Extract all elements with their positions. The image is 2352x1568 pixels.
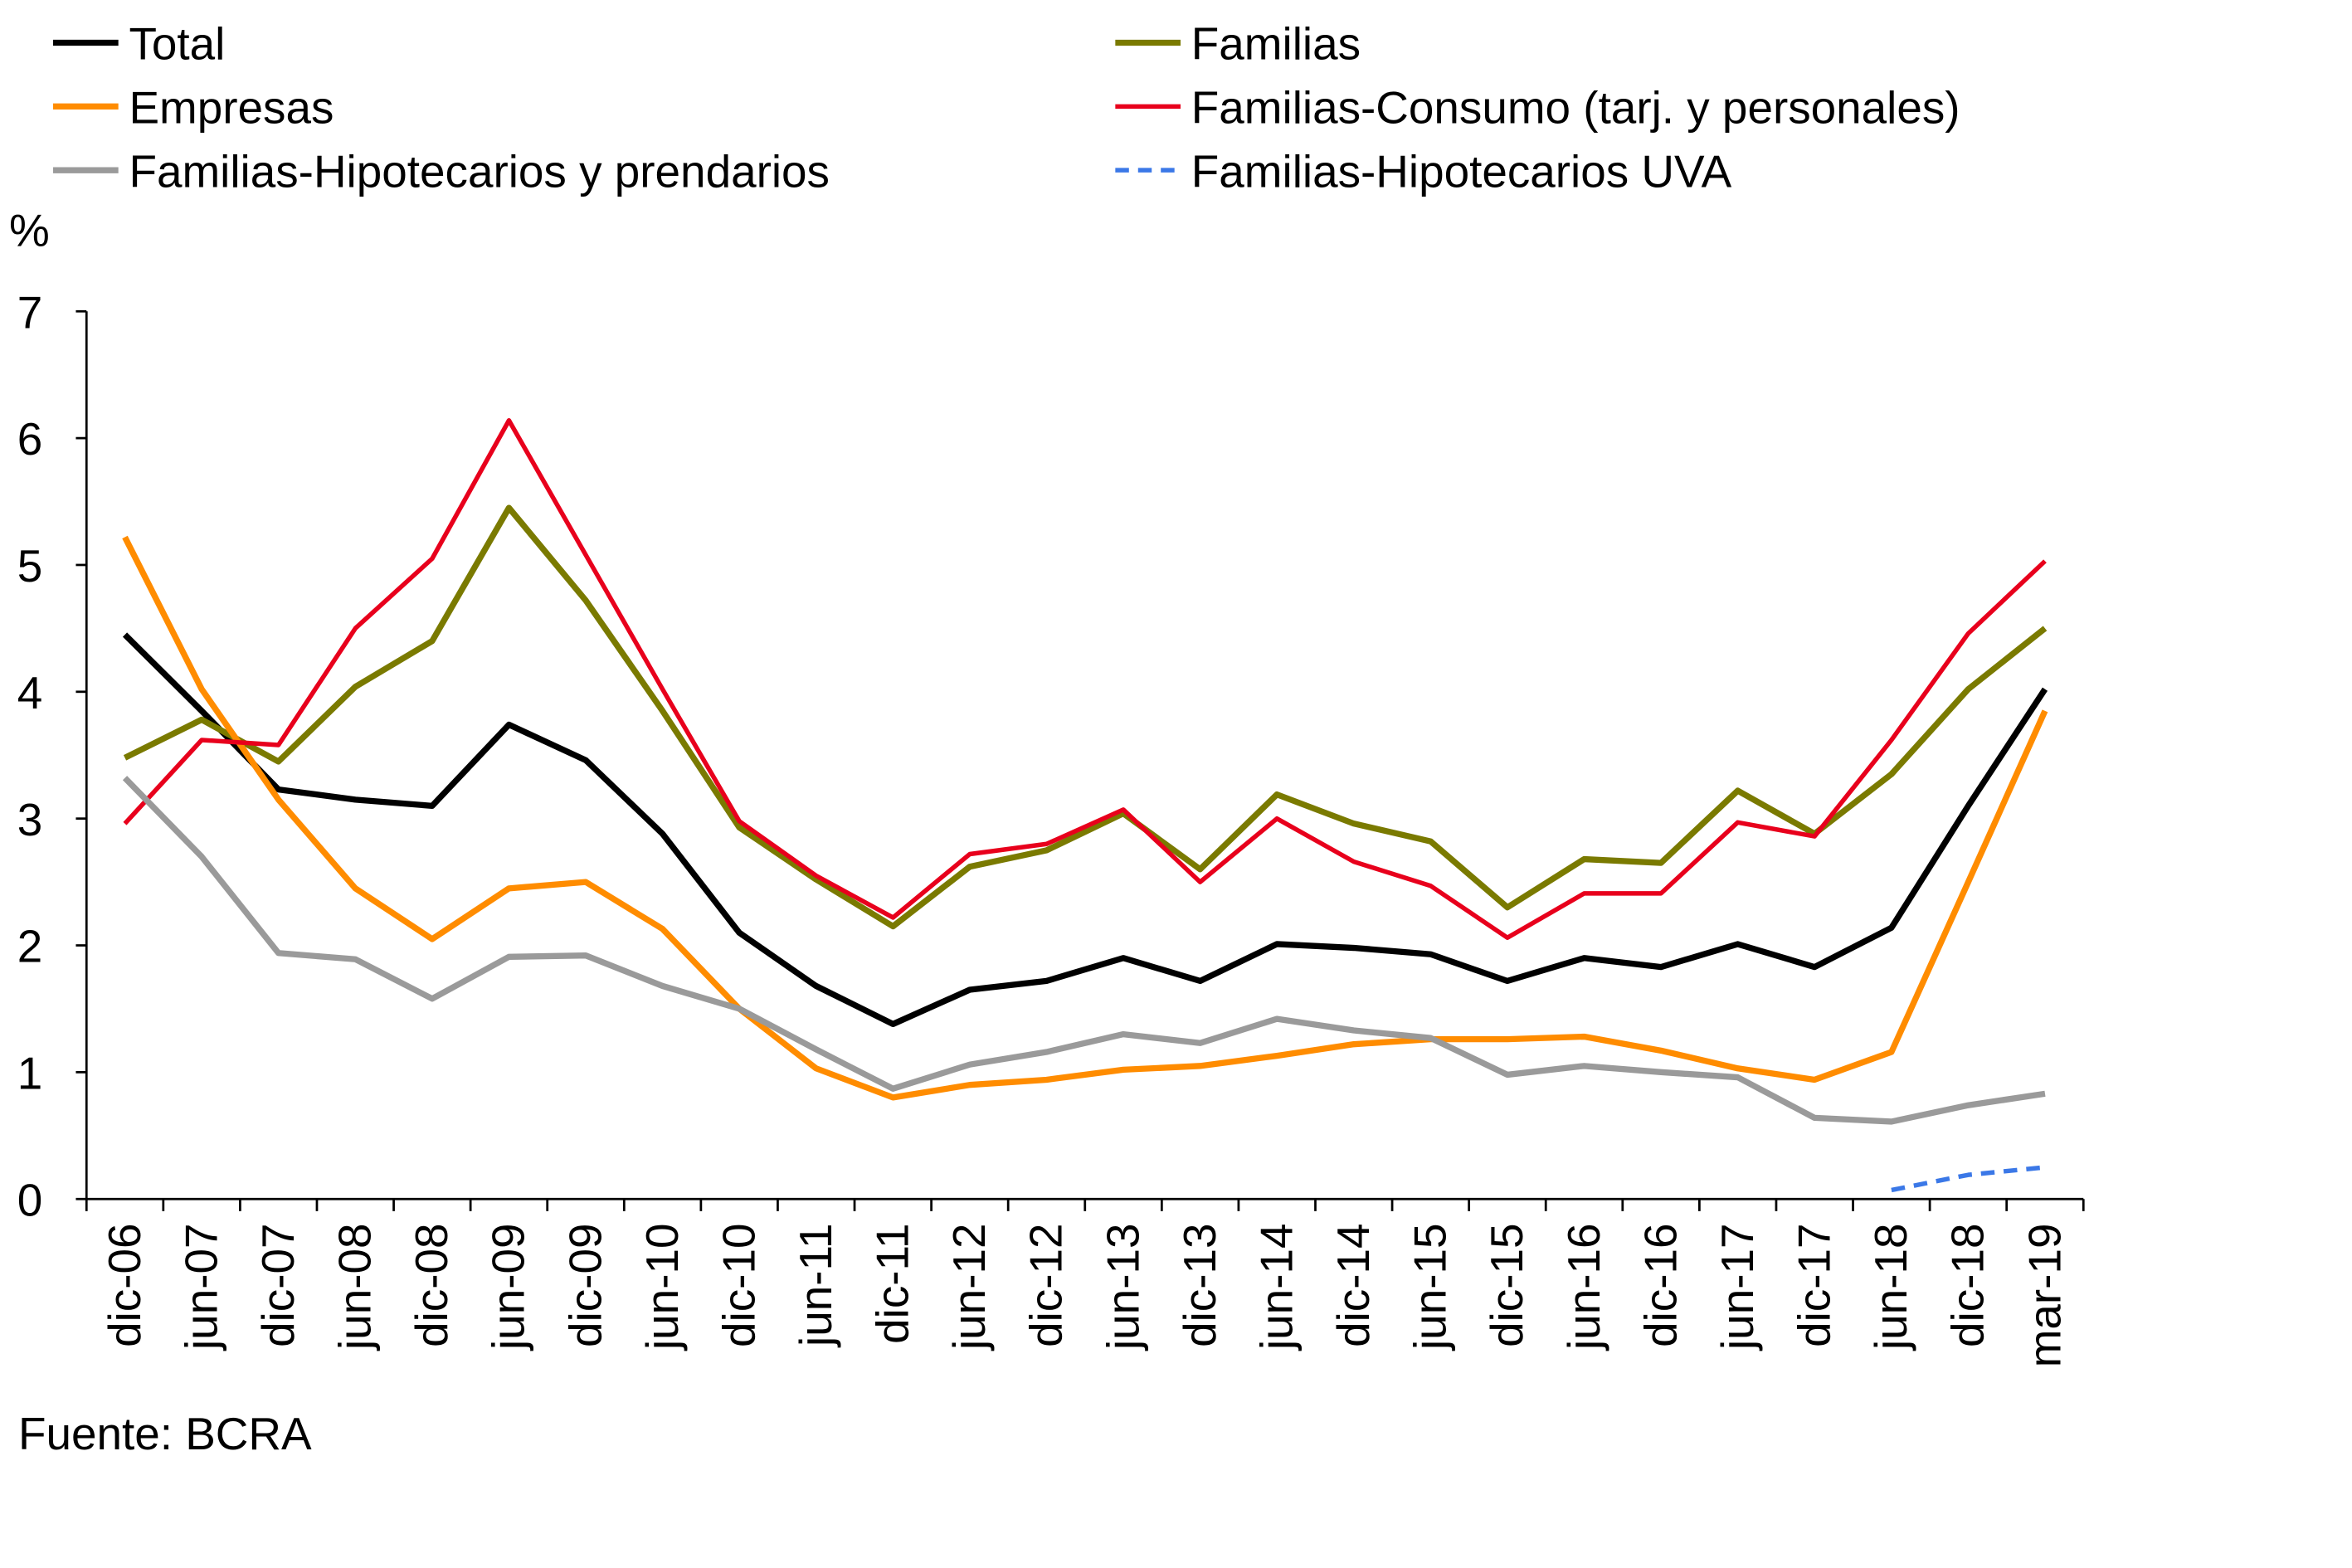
series-lines: [122, 418, 2048, 1193]
y-tick-label: 1: [17, 1048, 43, 1099]
legend-label: Familias-Consumo (tarj. y personales): [1191, 81, 1960, 133]
y-tick-label: 4: [17, 667, 43, 718]
y-tick-label: 6: [17, 413, 43, 465]
x-tick-label: dic-07: [252, 1224, 304, 1347]
x-tick-label: dic-06: [99, 1224, 150, 1347]
x-tick-label: dic-10: [713, 1224, 764, 1347]
y-tick-label: 5: [17, 540, 43, 592]
x-tick-label: dic-14: [1327, 1224, 1379, 1347]
x-tick-label: dic-16: [1634, 1224, 1686, 1347]
series-line: [123, 418, 2047, 941]
x-tick-label: dic-18: [1942, 1224, 1994, 1347]
x-tick-label: jun-07: [175, 1224, 226, 1351]
series-line: [123, 504, 2048, 930]
series-line: [1891, 1165, 2046, 1193]
x-tick-label: dic-15: [1481, 1224, 1532, 1347]
x-tick-label: jun-16: [1558, 1224, 1609, 1351]
legend-label: Familias-Hipotecarios UVA: [1191, 145, 1732, 197]
x-tick-label: jun-11: [790, 1224, 841, 1348]
x-tick-label: dic-08: [406, 1224, 457, 1347]
x-tick-label: dic-09: [559, 1224, 611, 1347]
x-tick-label: dic-11: [867, 1224, 918, 1344]
x-tick-label: mar-19: [2018, 1224, 2070, 1368]
x-tick-label: jun-18: [1865, 1224, 1916, 1352]
legend-label: Empresas: [129, 81, 334, 133]
series-line: [122, 776, 2046, 1125]
x-tick-label: dic-12: [1020, 1224, 1072, 1347]
x-tick-label: dic-13: [1174, 1224, 1225, 1347]
legend-label: Familias: [1191, 18, 1361, 70]
y-tick-label: 7: [17, 286, 43, 338]
x-tick-label: jun-15: [1405, 1224, 1456, 1351]
legend: Total Familias Empresas Familias-Consumo (t…: [53, 18, 1960, 197]
x-tick-label: jun-08: [329, 1224, 381, 1351]
y-tick-label: 2: [17, 921, 43, 972]
x-tick-label: jun-13: [1097, 1224, 1148, 1351]
x-tick-label: jun-14: [1250, 1224, 1302, 1351]
x-tick-label: jun-09: [483, 1224, 534, 1352]
series-line: [122, 632, 2048, 1028]
x-tick-label: jun-10: [636, 1224, 688, 1352]
y-tick-label: 3: [17, 794, 43, 845]
axes: 0 1 2 3 4 5 6 7 dic-06 jun-07 dic-07 jun-08 dic-08 ju…: [17, 286, 2085, 1368]
series-line: [122, 535, 2048, 1101]
x-tick-label: jun-17: [1712, 1224, 1763, 1352]
legend-label: Total: [129, 18, 225, 70]
source-note: Fuente: BCRA: [18, 1408, 312, 1459]
x-tick-label: jun-12: [943, 1224, 995, 1351]
y-axis-label: %: [9, 205, 50, 256]
y-tick-label: 0: [17, 1174, 43, 1225]
legend-label: Familias-Hipotecarios y prendarios: [129, 145, 830, 197]
x-tick-label: dic-17: [1789, 1224, 1840, 1347]
